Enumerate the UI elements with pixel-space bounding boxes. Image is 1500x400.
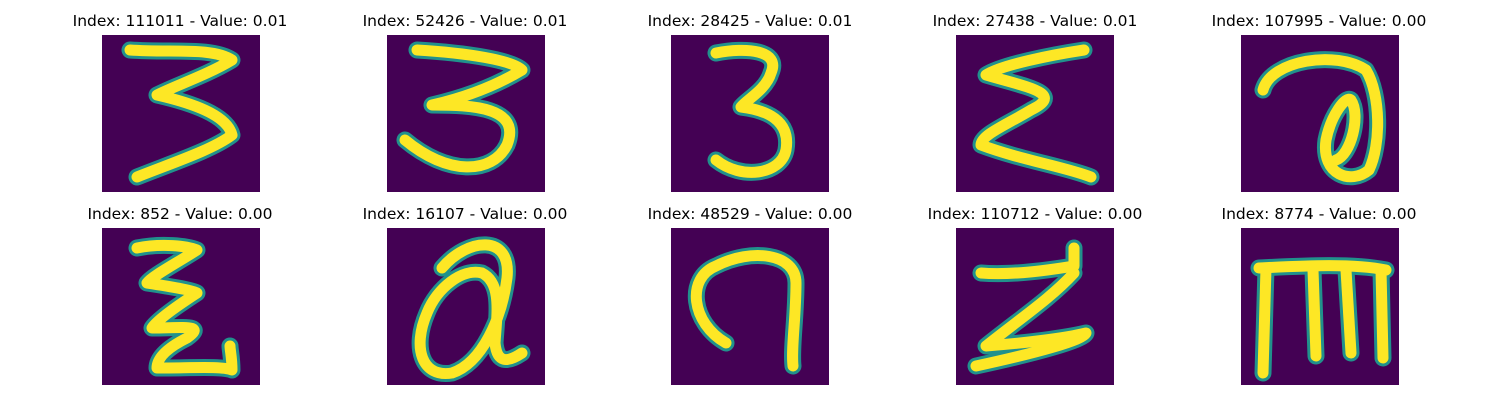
panel-title-1: Index: 111011 - Value: 0.01	[72, 12, 288, 30]
digit-image-4	[956, 35, 1114, 192]
panel-title-6: Index: 852 - Value: 0.00	[87, 205, 273, 223]
panel-title-3: Index: 28425 - Value: 0.01	[647, 12, 853, 30]
panel-title-10: Index: 8774 - Value: 0.00	[1221, 205, 1417, 223]
digit-image-8	[671, 228, 829, 385]
panel-title-5: Index: 107995 - Value: 0.00	[1211, 12, 1427, 30]
digit-image-5	[1241, 35, 1399, 192]
digit-image-6	[102, 228, 260, 385]
panel-title-8: Index: 48529 - Value: 0.00	[647, 205, 853, 223]
panel-title-9: Index: 110712 - Value: 0.00	[927, 205, 1143, 223]
digit-image-1	[102, 35, 260, 192]
digit-image-2	[387, 35, 545, 192]
panel-title-2: Index: 52426 - Value: 0.01	[362, 12, 568, 30]
digit-image-7	[387, 228, 545, 385]
digit-image-3	[671, 35, 829, 192]
digit-image-9	[956, 228, 1114, 385]
panel-title-7: Index: 16107 - Value: 0.00	[362, 205, 568, 223]
panel-title-4: Index: 27438 - Value: 0.01	[932, 12, 1138, 30]
digit-image-10	[1241, 228, 1399, 385]
